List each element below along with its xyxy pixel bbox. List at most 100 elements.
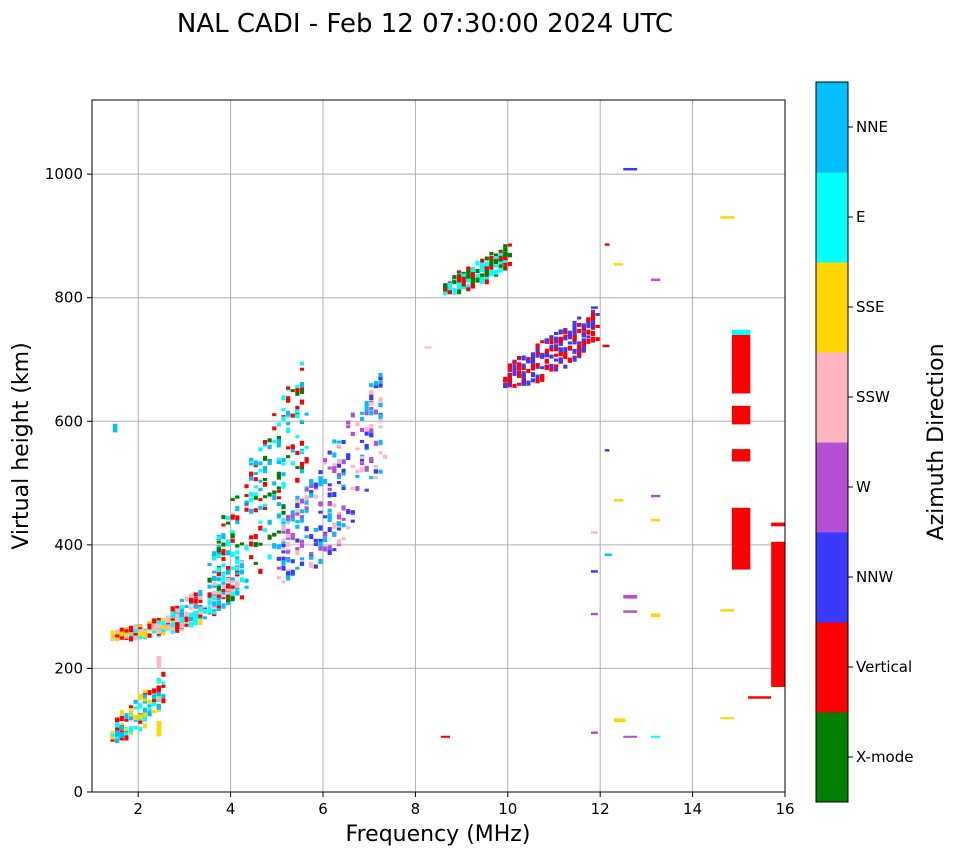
echo-point [336,463,342,468]
echo-point [267,534,272,540]
echo-point [115,733,120,737]
echo-point [318,525,323,531]
echo-point [198,593,203,597]
echo-point [276,474,281,480]
echo-point [318,541,323,547]
echo-point [489,259,494,265]
echo-point [480,269,485,273]
echo-point [512,367,517,372]
echo-point [554,337,559,343]
echo-point [336,514,342,520]
echo-point [309,481,314,486]
echo-point [336,440,342,444]
echo-point [230,551,235,557]
echo-point [175,605,180,609]
echo-point [290,510,295,515]
echo-point [216,555,221,559]
echo-point [567,330,573,334]
echo-point [170,617,175,621]
echo-point [295,392,300,396]
echo-point [503,252,508,256]
echo-point [503,244,508,248]
echo-segment [590,612,598,616]
echo-point [503,256,508,262]
echo-point [221,572,226,578]
echo-point [507,243,512,247]
echo-point [475,268,480,273]
echo-point [295,413,300,418]
echo-point [323,458,328,463]
echo-point [110,633,115,637]
echo-point [503,376,508,382]
echo-point [184,623,189,627]
echo-point [216,583,221,587]
echo-point [230,592,235,598]
echo-point [276,566,281,570]
echo-point [244,585,249,589]
echo-point [586,324,591,328]
echo-point [535,348,540,354]
echo-point [128,636,134,642]
echo-point [475,277,480,283]
echo-point [544,348,549,354]
echo-point [493,256,499,260]
echo-point [378,425,383,429]
echo-point [549,346,554,352]
echo-point [216,567,221,573]
echo-point [544,352,549,357]
echo-point [253,508,258,513]
echo-point [235,495,240,499]
echo-point [304,506,309,512]
echo-point [286,571,291,576]
echo-point [341,460,346,465]
echo-point [142,707,147,713]
echo-point [142,723,147,729]
echo-point [355,469,360,474]
echo-point [327,545,332,551]
echo-point [318,538,323,544]
echo-point [336,539,342,545]
echo-point [581,338,586,342]
echo-point [332,548,337,552]
echo-point [119,731,124,736]
echo-point [369,401,374,406]
echo-point [373,476,378,480]
echo-point [216,547,221,553]
echo-point [115,718,120,722]
y-axis-label: Virtual height (km) [9,342,34,549]
echo-point [225,569,231,575]
echo-point [216,600,221,606]
echo-point [175,613,180,617]
echo-point [369,390,374,394]
echo-point [253,542,258,548]
echo-point [272,543,277,548]
echo-point [290,559,295,564]
echo-point [355,447,360,451]
echo-point [544,338,549,343]
echo-segment [731,449,751,462]
echo-point [378,380,383,384]
echo-point [521,377,526,383]
echo-point [156,689,161,695]
echo-point [147,710,152,716]
echo-point [577,323,582,327]
echo-point [276,489,281,493]
echo-point [286,386,291,390]
echo-point [540,353,545,359]
echo-point [272,490,277,495]
echo-point [253,534,258,540]
echo-point [586,338,591,344]
echo-point [498,266,503,271]
echo-point [235,580,240,585]
echo-point [470,267,475,273]
echo-point [133,726,138,730]
echo-point [221,556,226,561]
echo-point [142,689,147,695]
echo-point [332,531,337,536]
echo-point [554,364,559,368]
echo-point [290,569,295,575]
echo-point [286,455,291,459]
echo-point [309,489,314,494]
echo-point [558,341,563,345]
echo-point [216,585,221,591]
